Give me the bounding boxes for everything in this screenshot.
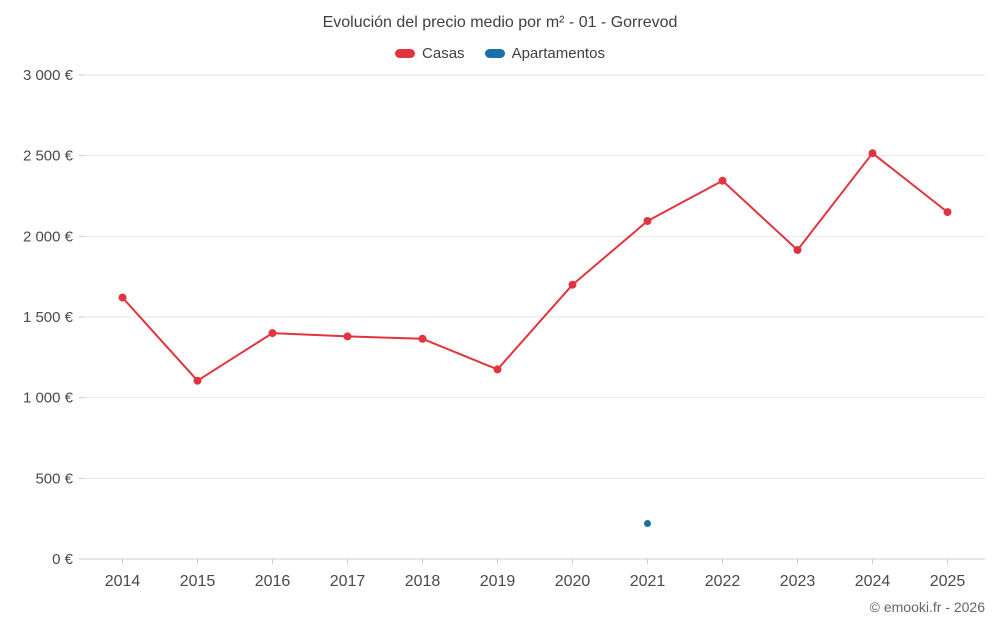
casas-point	[793, 246, 802, 254]
x-tick-label: 2016	[255, 573, 291, 590]
y-tick-label: 1 500 €	[23, 309, 74, 326]
x-tick-label: 2021	[630, 573, 666, 590]
chart-legend: Casas Apartamentos	[0, 45, 1000, 62]
casas-point	[343, 332, 352, 341]
x-tick-label: 2019	[480, 573, 516, 590]
y-tick-label: 2 000 €	[23, 228, 74, 245]
casas-legend-swatch-icon	[395, 49, 416, 58]
casas-point	[718, 176, 727, 185]
legend-item-apartamentos[interactable]: Apartamentos	[484, 45, 605, 62]
legend-label-apartamentos: Apartamentos	[511, 45, 605, 62]
legend-label-casas: Casas	[422, 45, 465, 62]
casas-point	[418, 334, 427, 343]
casas-point	[493, 365, 502, 374]
y-tick-label: 2 500 €	[23, 148, 74, 165]
casas-point	[193, 376, 202, 385]
chart-title: Evolución del precio medio por m² - 01 -…	[322, 14, 678, 31]
casas-point	[643, 217, 652, 225]
y-tick-label: 0 €	[52, 551, 74, 568]
x-tick-label: 2023	[780, 573, 816, 590]
x-tick-label: 2018	[405, 573, 441, 590]
x-tick-label: 2020	[555, 573, 591, 590]
x-tick-label: 2017	[330, 573, 366, 590]
casas-point	[568, 280, 577, 289]
casas-line	[121, 152, 949, 382]
y-tick-label: 1 000 €	[23, 390, 74, 407]
casas-point	[118, 293, 127, 302]
legend-item-casas[interactable]: Casas	[395, 45, 465, 62]
x-tick-label: 2014	[105, 573, 141, 590]
y-tick-label: 3 000 €	[23, 67, 74, 84]
x-tick-label: 2022	[705, 573, 741, 590]
x-tick-label: 2024	[855, 573, 891, 590]
apartamentos-point	[644, 520, 651, 527]
casas-point	[943, 208, 952, 217]
apartamentos-legend-swatch-icon	[484, 49, 505, 58]
x-tick-label: 2025	[930, 573, 966, 590]
casas-point	[868, 149, 877, 158]
chart-credit: © emooki.fr - 2026	[869, 599, 985, 615]
y-tick-label: 500 €	[35, 470, 73, 487]
casas-point	[268, 329, 277, 338]
x-tick-label: 2015	[180, 573, 216, 590]
